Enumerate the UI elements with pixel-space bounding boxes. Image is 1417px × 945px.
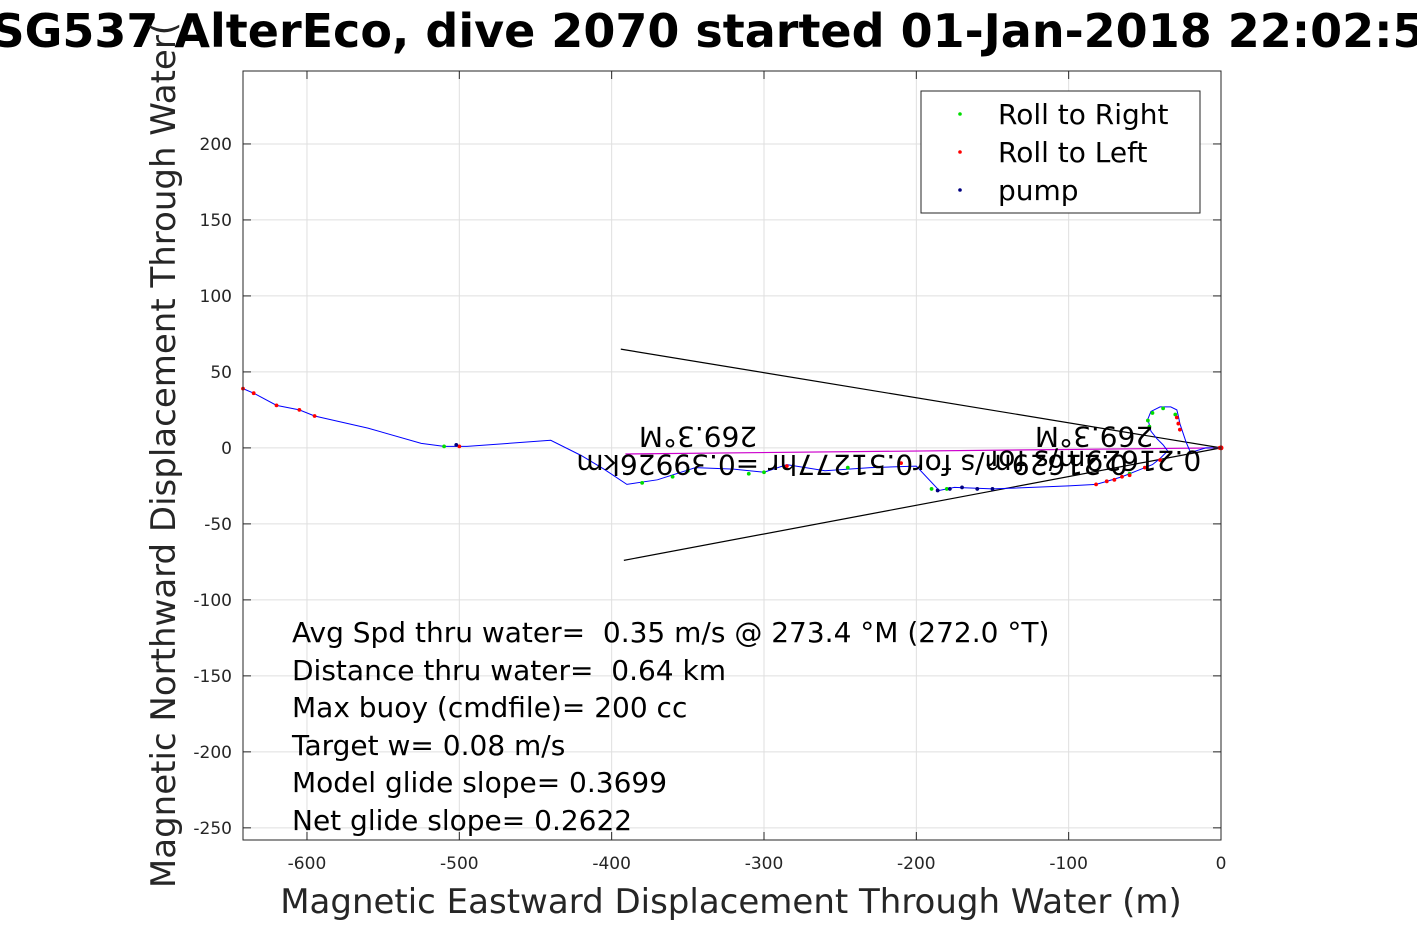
marker-points [241, 386, 1224, 493]
stat-net-glide-slope: Net glide slope= 0.2622 [292, 804, 632, 837]
stat-distance: Distance thru water= 0.64 km [292, 654, 726, 687]
y-tick-label: 150 [200, 211, 232, 231]
legend-pump-marker [958, 188, 962, 192]
y-tick-label: -50 [204, 515, 232, 535]
stats-block: Avg Spd thru water= 0.35 m/s @ 273.4 °M … [291, 616, 1049, 837]
roll-right-point [746, 471, 751, 476]
roll-right-point [762, 470, 766, 475]
y-tick-label: -150 [193, 667, 232, 687]
roll-left-point [274, 403, 279, 408]
roll-right-point [1147, 424, 1152, 429]
roll-left-point [899, 461, 903, 465]
roll-right-point [640, 480, 645, 485]
heading-cone [620, 348, 1222, 561]
roll-right-point [1145, 418, 1150, 423]
roll-right-point [845, 465, 850, 470]
legend-pump-label: pump [998, 174, 1079, 207]
mid-detail-label: 0.21629m/s for0.51277hr =0.39926km [576, 448, 1127, 481]
roll-left-point [1120, 474, 1124, 479]
glider-track-line [242, 388, 1221, 491]
stat-max-buoy: Max buoy (cmdfile)= 200 cc [292, 691, 687, 724]
roll-left-point [1177, 427, 1182, 432]
x-axis-label: Magnetic Eastward Displacement Through W… [280, 882, 1182, 922]
roll-left-point [1094, 482, 1098, 487]
y-tick-label: 0 [221, 439, 232, 459]
cone-lower-edge [623, 447, 1222, 561]
y-tick-label: -200 [193, 743, 232, 763]
pump-point [975, 487, 980, 491]
roll-left-point [457, 444, 462, 449]
roll-left-point [312, 414, 317, 418]
near-heading-label: 269.3°M [1035, 420, 1153, 453]
legend-roll-right-marker [958, 112, 962, 116]
pump-point [960, 485, 964, 490]
legend: Roll to Right Roll to Left pump [920, 90, 1201, 214]
x-tick-label: -300 [745, 854, 784, 874]
y-tick-label: -100 [193, 591, 232, 611]
near-detail-label: 0.21629m/s for [986, 444, 1201, 477]
roll-right-point [1173, 412, 1178, 417]
x-tick-label: -600 [288, 854, 327, 874]
roll-left-point [1158, 458, 1162, 462]
roll-left-point [251, 391, 256, 396]
roll-right-point [1150, 411, 1155, 415]
roll-left-point [1104, 479, 1109, 484]
pump-point [947, 487, 952, 491]
roll-right-point [670, 474, 675, 479]
track-series [242, 388, 1221, 491]
y-tick-label: 200 [200, 135, 232, 155]
drift-vector [625, 447, 1222, 455]
roll-right-point [944, 487, 949, 491]
x-tick-label: -500 [440, 854, 479, 874]
roll-left-point [1127, 473, 1132, 478]
x-tick-label: -200 [897, 854, 936, 874]
roll-right-point [929, 487, 934, 491]
plot-frame [242, 70, 1222, 841]
x-tick-label: -400 [592, 854, 631, 874]
legend-roll-left-marker [958, 150, 962, 154]
stat-model-glide-slope: Model glide slope= 0.3699 [292, 766, 667, 799]
roll-right-point [685, 468, 690, 473]
roll-left-point [784, 464, 789, 469]
pump-point [454, 442, 459, 447]
legend-roll-right-label: Roll to Right [998, 98, 1169, 131]
rotated-annotations: 269.3°M0.21629m/s for0.51277hr =0.39926k… [576, 420, 1201, 481]
x-tick-label: 0 [1216, 854, 1227, 874]
roll-left-point [1174, 415, 1179, 420]
cone-upper-edge [620, 348, 1222, 449]
roll-right-point [442, 444, 446, 449]
y-tick-label: -250 [193, 819, 232, 839]
roll-left-point [1176, 421, 1181, 426]
axis-ticks: -600 -500 -400 -300 -200 -100 0 200 150 100 50 0 -50… [193, 71, 1226, 874]
y-axis-label: Magnetic Northward Displacement Through … [144, 22, 184, 888]
legend-roll-left-label: Roll to Left [998, 136, 1147, 169]
legend-box [920, 90, 1201, 214]
roll-left-point [1142, 465, 1147, 470]
chart-title: SG537 AlterEco, dive 2070 started 01-Jan… [0, 4, 1417, 58]
stat-target-w: Target w= 0.08 m/s [291, 729, 565, 762]
y-tick-label: 100 [200, 287, 232, 307]
pump-point [935, 488, 940, 493]
pump-point [990, 487, 995, 491]
roll-right-point [1161, 406, 1166, 411]
mid-heading-label: 269.3°M [639, 420, 757, 453]
x-tick-label: -100 [1049, 854, 1088, 874]
stat-avg-speed: Avg Spd thru water= 0.35 m/s @ 273.4 °M … [292, 616, 1049, 649]
roll-left-point [1112, 477, 1117, 482]
y-tick-label: 50 [210, 363, 232, 383]
roll-left-point [297, 408, 302, 412]
